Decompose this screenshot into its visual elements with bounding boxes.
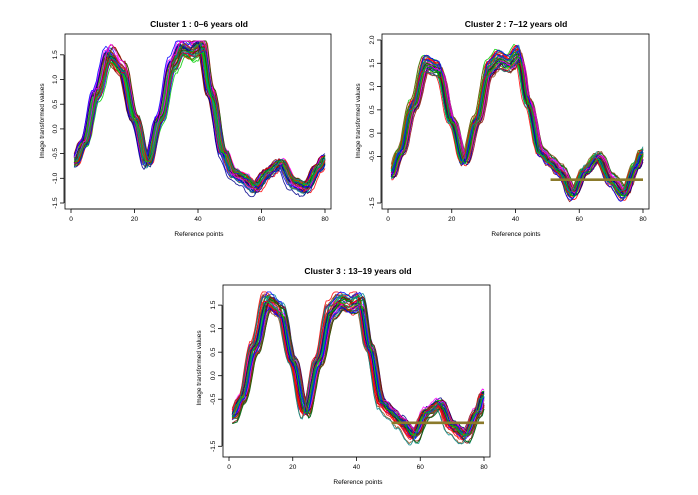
x-tick-label: 40 xyxy=(512,216,520,223)
y-tick-label: 1.5 xyxy=(369,58,376,67)
cluster-3-x-axis-label: Reference points xyxy=(333,479,383,486)
x-tick-label: 60 xyxy=(258,216,266,223)
data-curve xyxy=(390,56,644,198)
y-tick-label: 1.0 xyxy=(52,75,59,84)
y-tick-label: -1.5 xyxy=(369,197,376,209)
x-tick-label: 20 xyxy=(289,464,297,471)
x-tick-label: 80 xyxy=(480,464,488,471)
cluster-3-y-axis-label: Image transformed values xyxy=(196,330,203,406)
data-curve xyxy=(231,296,485,435)
y-tick-label: 0.0 xyxy=(52,124,59,133)
x-tick-label: 40 xyxy=(353,464,361,471)
y-axis: -1.5 -0.5 0.0 0.5 1.0 1.5 xyxy=(210,300,223,452)
x-tick-label: 0 xyxy=(69,216,73,223)
curve-group xyxy=(390,43,644,203)
y-tick-label: 0.0 xyxy=(210,371,217,380)
data-curve xyxy=(390,48,644,193)
y-axis: -1.5 -1.0 -0.5 0.0 0.5 1.0 1.5 xyxy=(52,50,65,209)
data-curve xyxy=(390,62,644,193)
cluster-1-panel: Cluster 1 : 0–6 years old Reference poin… xyxy=(39,19,332,238)
cluster-3-title: Cluster 3 : 13–19 years old xyxy=(304,266,411,276)
cluster-2-panel: Cluster 2 : 7–12 years old Reference poi… xyxy=(355,19,650,238)
data-curve xyxy=(391,57,644,197)
data-curve xyxy=(73,41,326,191)
x-tick-label: 20 xyxy=(448,216,456,223)
cluster-1-y-axis-label: Image transformed values xyxy=(39,83,46,159)
cluster-2-y-axis-label: Image transformed values xyxy=(355,83,362,159)
data-curve xyxy=(73,52,326,186)
y-tick-label: 2.0 xyxy=(369,35,376,44)
x-axis: 0 20 40 60 80 xyxy=(227,456,488,471)
cluster-2-title: Cluster 2 : 7–12 years old xyxy=(465,19,568,29)
data-curve xyxy=(232,307,485,435)
data-curve xyxy=(74,44,326,184)
x-axis: 0 20 40 60 80 xyxy=(386,208,647,223)
curve-group xyxy=(73,40,326,198)
x-tick-label: 20 xyxy=(131,216,139,223)
cluster-2-x-axis-label: Reference points xyxy=(491,231,541,238)
x-tick-label: 80 xyxy=(639,216,647,223)
x-tick-label: 0 xyxy=(227,464,231,471)
y-tick-label: -1.5 xyxy=(210,440,217,452)
y-axis: -1.5 -0.5 0.0 0.5 1.0 1.5 2.0 xyxy=(369,35,382,209)
x-tick-label: 80 xyxy=(321,216,329,223)
y-tick-label: 0.5 xyxy=(369,105,376,114)
x-tick-label: 60 xyxy=(576,216,584,223)
y-tick-label: 1.0 xyxy=(210,324,217,333)
data-curve xyxy=(73,43,326,187)
y-tick-label: -0.5 xyxy=(52,148,59,160)
data-curve xyxy=(231,293,485,438)
data-curve xyxy=(391,54,644,194)
cluster-1-title: Cluster 1 : 0–6 years old xyxy=(150,19,248,29)
y-tick-label: 1.5 xyxy=(52,50,59,59)
y-tick-label: 0.0 xyxy=(369,128,376,137)
x-axis: 0 20 40 60 80 xyxy=(69,208,329,223)
cluster-3-panel: Cluster 3 : 13–19 years old Reference po… xyxy=(196,266,491,486)
y-tick-label: 1.0 xyxy=(369,82,376,91)
y-tick-label: -1.5 xyxy=(52,197,59,209)
y-tick-label: -0.5 xyxy=(210,393,217,405)
y-tick-label: 0.5 xyxy=(52,99,59,108)
data-curve xyxy=(74,47,326,186)
y-tick-label: -0.5 xyxy=(369,150,376,162)
x-tick-label: 0 xyxy=(386,216,390,223)
curve-group xyxy=(231,291,485,446)
data-curve xyxy=(73,45,326,186)
y-tick-label: -1.0 xyxy=(52,172,59,184)
x-tick-label: 40 xyxy=(194,216,202,223)
x-tick-label: 60 xyxy=(417,464,425,471)
y-tick-label: 1.5 xyxy=(210,300,217,309)
cluster-1-x-axis-label: Reference points xyxy=(174,231,224,238)
y-tick-label: 0.5 xyxy=(210,347,217,356)
data-curve xyxy=(231,301,485,437)
